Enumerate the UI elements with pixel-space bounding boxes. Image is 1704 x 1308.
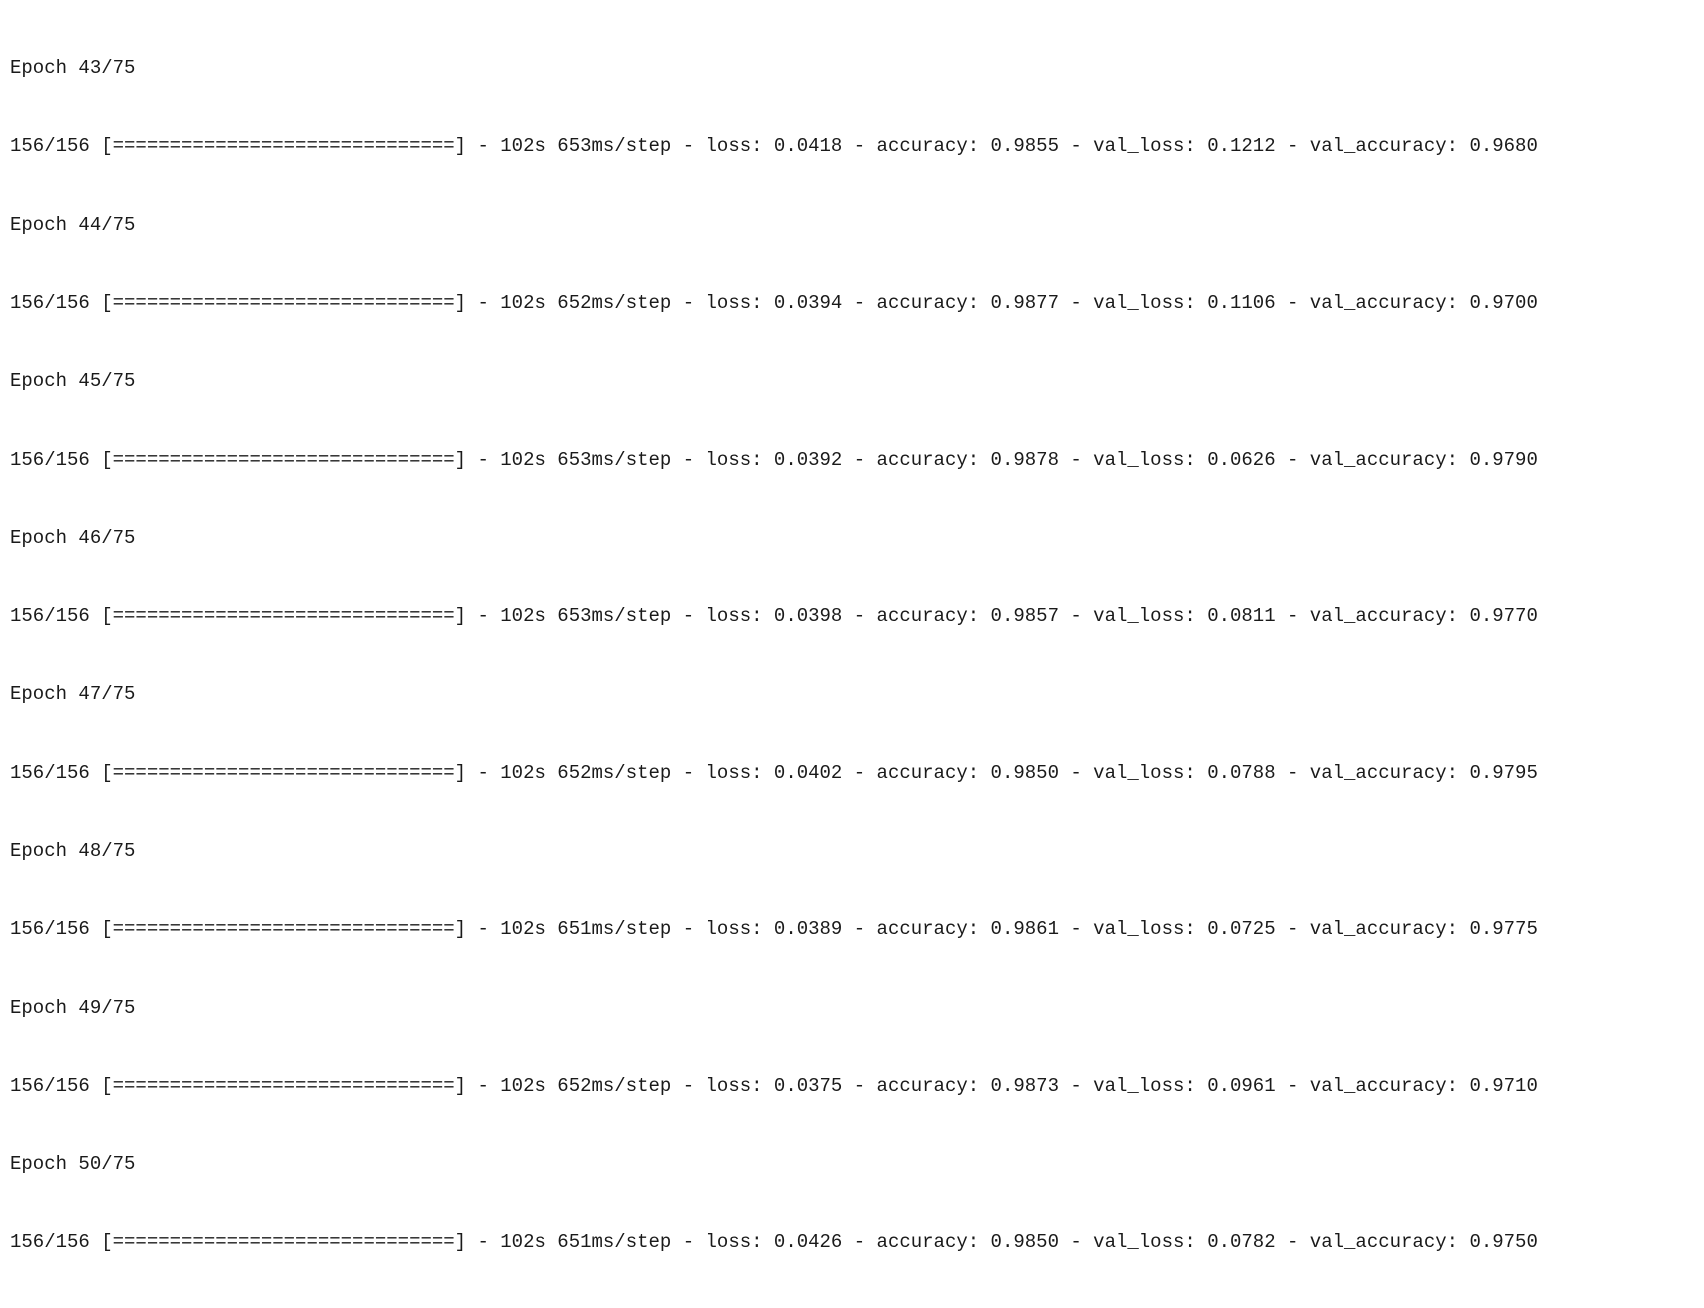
log-line-epoch-header: Epoch 44/75 bbox=[10, 212, 1538, 238]
log-line-epoch-header: Epoch 48/75 bbox=[10, 838, 1538, 864]
log-line-progress: 156/156 [==============================]… bbox=[10, 290, 1538, 316]
log-line-epoch-header: Epoch 49/75 bbox=[10, 995, 1538, 1021]
log-line-progress: 156/156 [==============================]… bbox=[10, 760, 1538, 786]
log-line-epoch-header: Epoch 43/75 bbox=[10, 55, 1538, 81]
log-line-epoch-header: Epoch 50/75 bbox=[10, 1151, 1538, 1177]
log-line-progress: 156/156 [==============================]… bbox=[10, 133, 1538, 159]
log-line-epoch-header: Epoch 46/75 bbox=[10, 525, 1538, 551]
log-line-progress: 156/156 [==============================]… bbox=[10, 1073, 1538, 1099]
log-line-epoch-header: Epoch 45/75 bbox=[10, 368, 1538, 394]
log-line-progress: 156/156 [==============================]… bbox=[10, 603, 1538, 629]
log-line-epoch-header: Epoch 47/75 bbox=[10, 681, 1538, 707]
training-log-output: Epoch 43/75 156/156 [===================… bbox=[10, 3, 1538, 1308]
log-line-progress: 156/156 [==============================]… bbox=[10, 447, 1538, 473]
log-line-progress: 156/156 [==============================]… bbox=[10, 916, 1538, 942]
log-line-progress: 156/156 [==============================]… bbox=[10, 1229, 1538, 1255]
